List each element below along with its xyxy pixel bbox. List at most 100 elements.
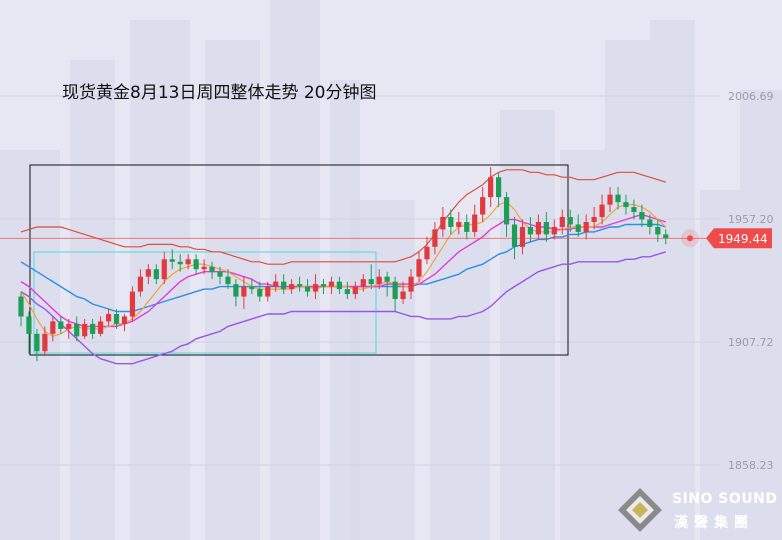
y-axis-tick-label: 1858.23: [728, 459, 774, 472]
candle-body: [34, 333, 40, 352]
candle-body: [472, 214, 478, 232]
y-axis-labels: 2006.69 1957.20 1907.72 1858.23: [728, 90, 774, 472]
candle-body: [352, 286, 358, 295]
candle-body: [169, 259, 175, 262]
candle-body: [233, 284, 239, 297]
candle-body: [543, 221, 549, 235]
y-axis-tick-label: 2006.69: [728, 90, 774, 103]
current-price-dot: [687, 235, 693, 242]
candle-body: [591, 217, 597, 222]
candle-body: [424, 246, 430, 260]
candle-body: [456, 221, 462, 227]
building-shape: [270, 0, 320, 540]
candle-body: [58, 321, 64, 329]
candle-body: [511, 224, 518, 247]
candle-body: [416, 259, 422, 277]
candle-body: [464, 221, 470, 232]
gridlines: [0, 95, 720, 466]
candle-body: [153, 269, 159, 280]
candle-body: [392, 281, 398, 300]
current-price-tag: [706, 228, 772, 249]
candle-body: [74, 323, 80, 337]
candle-body: [551, 226, 557, 235]
candle-body: [496, 177, 502, 198]
bollinger-lower-line: [20, 251, 667, 365]
candle-body: [583, 221, 589, 232]
candle-body: [281, 281, 287, 290]
candle-body: [440, 217, 446, 230]
candle-body: [98, 321, 104, 334]
building-shape: [430, 230, 490, 540]
y-axis-tick-label: 1957.20: [728, 213, 774, 226]
current-price-marker: 1949.44: [681, 228, 772, 249]
candle-body: [312, 284, 319, 292]
candle-body: [623, 202, 629, 208]
candle-body: [368, 279, 374, 285]
candle-body: [257, 289, 263, 297]
building-shape: [740, 90, 782, 540]
candle-body: [193, 259, 199, 270]
candle-body: [129, 291, 136, 317]
candle-body: [559, 217, 565, 227]
highlight-box-outer: [29, 164, 569, 356]
candle-body: [209, 266, 215, 272]
candle-body: [66, 323, 72, 329]
building-shape: [560, 150, 605, 540]
candle-body: [480, 197, 486, 215]
candle-body: [432, 229, 438, 247]
current-price-label: 1949.44: [718, 232, 768, 246]
candle-body: [177, 261, 183, 265]
building-shape: [700, 190, 740, 540]
candle-body: [448, 217, 454, 227]
candle-body: [82, 323, 88, 337]
candle-body: [400, 291, 406, 300]
candle-body: [519, 226, 526, 247]
candle-body: [488, 177, 494, 198]
candle-body: [225, 276, 231, 285]
sino-sound-logo-icon: [618, 488, 662, 532]
candle-body: [145, 269, 151, 277]
candle-body: [344, 289, 350, 295]
building-shape: [500, 110, 555, 540]
building-shape: [350, 200, 415, 540]
logo-diamond-core: [632, 502, 648, 518]
candle-body: [241, 286, 247, 297]
candle-body: [599, 204, 605, 218]
candle-body: [631, 207, 637, 213]
candle-body: [273, 281, 279, 287]
indicator-lines: [0, 169, 706, 365]
candle-body: [567, 217, 573, 225]
candle-body: [297, 284, 303, 287]
candle-body: [503, 197, 510, 225]
highlight-box-inner: [33, 251, 377, 354]
candle-body: [249, 286, 255, 290]
candle-body: [137, 276, 143, 292]
candle-body: [647, 219, 653, 227]
moving-average-orange-line: [20, 201, 667, 337]
candle-body: [320, 284, 327, 287]
building-shape: [605, 40, 650, 540]
candle-body: [18, 296, 24, 317]
candle-body: [42, 333, 48, 352]
candle-body: [639, 212, 645, 220]
logo-name-cn: 漢聲集團: [674, 515, 754, 531]
candle-body: [615, 194, 621, 203]
candle-body: [289, 284, 295, 290]
candle-body: [607, 194, 613, 205]
building-shape: [205, 40, 260, 540]
candle-body: [535, 221, 541, 235]
candle-body: [201, 266, 207, 270]
candle-body: [527, 226, 534, 235]
candle-body: [265, 286, 271, 297]
bollinger-upper-line: [20, 169, 666, 265]
candle-body: [304, 286, 311, 292]
candle-body: [105, 313, 112, 322]
candle-body: [26, 316, 32, 334]
candle-body: [121, 316, 128, 324]
candle-body: [336, 281, 342, 290]
candle-body: [360, 279, 366, 287]
candle-body: [328, 281, 335, 287]
candle-body: [185, 259, 191, 265]
